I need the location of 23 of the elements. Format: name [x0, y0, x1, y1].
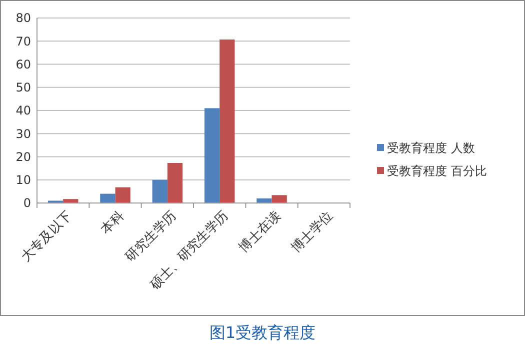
bar: [272, 195, 287, 203]
y-tick-label: 10: [16, 173, 31, 188]
y-tick-label: 40: [16, 104, 31, 118]
y-tick-label: 80: [16, 11, 31, 26]
bar: [115, 187, 130, 203]
bar: [152, 180, 168, 203]
legend-label: 受教育程度 人数: [387, 141, 475, 156]
x-tick-label: 本科: [98, 208, 128, 238]
y-tick-label: 70: [16, 34, 31, 48]
bar: [204, 108, 220, 203]
y-tick-label: 20: [16, 150, 31, 164]
y-tick-label: 0: [23, 196, 31, 210]
y-tick-label: 50: [16, 80, 31, 95]
bar: [220, 40, 235, 203]
bar: [167, 162, 183, 203]
y-tick-label: 30: [16, 126, 31, 141]
x-tick-label: 博士在读: [236, 208, 284, 256]
x-tick-label: 大专及以下: [18, 208, 76, 266]
x-tick-label: 博士学位: [288, 208, 336, 256]
y-tick-label: 60: [16, 57, 31, 72]
bar: [100, 194, 116, 203]
text: 图1受教育程度: [209, 323, 316, 342]
legend-label: 受教育程度 百分比: [387, 164, 487, 178]
